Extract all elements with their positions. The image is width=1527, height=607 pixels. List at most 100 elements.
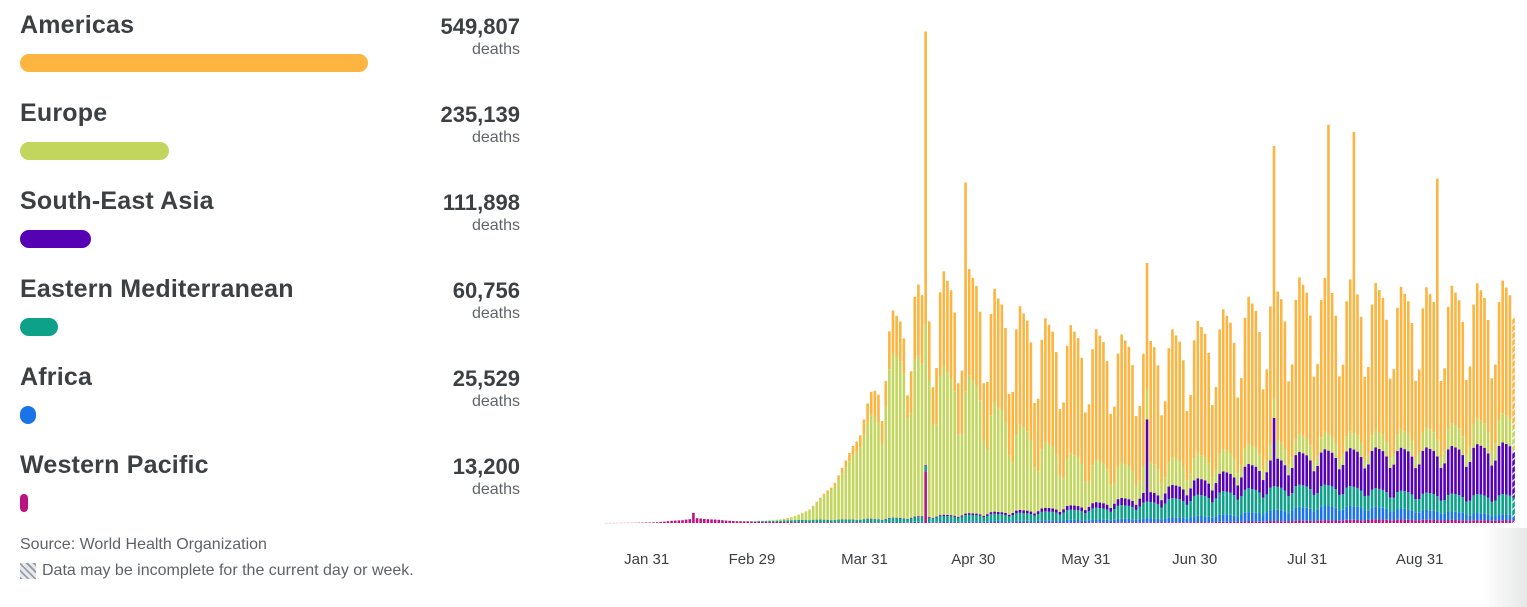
day-bar[interactable] [1312, 376, 1316, 523]
day-bar[interactable] [1399, 286, 1403, 523]
day-bar[interactable] [804, 511, 808, 523]
day-bar[interactable] [833, 482, 837, 523]
day-bar[interactable] [1494, 364, 1497, 523]
day-bar[interactable] [1352, 131, 1356, 523]
day-bar[interactable] [1439, 381, 1443, 523]
day-bar[interactable] [1163, 401, 1167, 523]
day-bar[interactable] [1029, 342, 1033, 523]
day-bar[interactable] [1327, 124, 1330, 523]
day-bar[interactable] [750, 521, 753, 523]
day-bar[interactable] [1084, 412, 1087, 523]
day-bar[interactable] [648, 522, 652, 523]
day-bar[interactable] [960, 370, 964, 523]
day-bar[interactable] [1055, 352, 1058, 523]
day-bar[interactable] [1218, 329, 1221, 523]
day-bar[interactable] [815, 501, 819, 523]
day-bar[interactable] [1265, 369, 1269, 523]
day-bar[interactable] [1345, 301, 1348, 523]
day-bar[interactable] [761, 520, 764, 523]
day-bar[interactable] [782, 518, 786, 523]
day-bar[interactable] [1468, 366, 1472, 523]
day-bar[interactable] [702, 518, 706, 523]
day-bar[interactable] [1403, 293, 1406, 523]
day-bar[interactable] [659, 521, 663, 523]
day-bar[interactable] [1283, 321, 1287, 523]
day-bar[interactable] [1436, 178, 1439, 523]
day-bar[interactable] [1454, 292, 1457, 523]
day-bar[interactable] [1236, 397, 1240, 524]
day-bar[interactable] [652, 522, 655, 523]
day-bar[interactable] [1287, 381, 1290, 523]
day-bar[interactable] [1000, 304, 1004, 523]
day-bar[interactable] [1450, 285, 1454, 523]
day-bar[interactable] [1051, 331, 1054, 523]
day-bar[interactable] [1370, 304, 1374, 523]
day-bar[interactable] [1185, 410, 1189, 523]
day-bar[interactable] [1102, 341, 1105, 523]
day-bar[interactable] [1490, 378, 1494, 523]
day-bar[interactable] [739, 521, 742, 523]
day-bar[interactable] [895, 315, 898, 523]
day-bar[interactable] [1501, 280, 1504, 523]
day-bar[interactable] [1080, 357, 1083, 523]
day-bar[interactable] [666, 521, 670, 523]
day-bar[interactable] [866, 403, 869, 523]
day-bar[interactable] [1156, 365, 1160, 523]
day-bar[interactable] [1428, 294, 1432, 523]
day-bar[interactable] [1461, 322, 1465, 523]
day-bar[interactable] [779, 519, 782, 523]
day-bar[interactable] [1015, 329, 1018, 523]
day-bar[interactable] [1396, 307, 1399, 523]
day-bar[interactable] [1323, 277, 1327, 523]
day-bar[interactable] [924, 31, 927, 523]
day-bar[interactable] [848, 453, 851, 523]
day-bar[interactable] [1388, 378, 1392, 523]
day-bar[interactable] [1341, 364, 1345, 523]
day-bar[interactable] [917, 284, 920, 523]
day-bar[interactable] [975, 286, 978, 523]
day-bar[interactable] [1076, 338, 1080, 523]
day-bar[interactable] [1254, 310, 1258, 523]
day-bar[interactable] [1229, 322, 1232, 523]
day-bar[interactable] [681, 520, 684, 523]
day-bar[interactable] [1250, 303, 1254, 523]
day-bar[interactable] [1348, 279, 1352, 523]
day-bar[interactable] [673, 520, 677, 523]
day-bar[interactable] [888, 331, 891, 523]
day-bar[interactable] [1334, 315, 1338, 523]
day-bar[interactable] [706, 519, 710, 523]
day-bar[interactable] [1483, 297, 1486, 523]
day-bar[interactable] [1269, 306, 1272, 523]
bars-layer[interactable] [605, 31, 1515, 524]
day-bar[interactable] [946, 280, 949, 523]
day-bar[interactable] [1385, 319, 1388, 523]
day-bar[interactable] [1182, 360, 1185, 523]
day-bar[interactable] [1243, 317, 1247, 523]
day-bar[interactable] [786, 518, 790, 523]
day-bar[interactable] [931, 387, 935, 523]
day-bar[interactable] [746, 521, 750, 523]
day-bar[interactable] [986, 382, 989, 523]
day-bar[interactable] [655, 522, 659, 523]
day-bar[interactable] [1131, 365, 1134, 523]
day-bar[interactable] [877, 394, 880, 523]
day-bar[interactable] [1497, 301, 1501, 523]
day-bar[interactable] [1033, 403, 1036, 523]
daily-deaths-chart-svg[interactable]: Jan 31 Feb 29 Mar 31 Apr 30 May 31 Jun 30 Jul … [600, 0, 1527, 607]
day-bar[interactable] [993, 288, 996, 523]
day-bar[interactable] [1261, 389, 1265, 523]
day-bar[interactable] [1425, 287, 1428, 523]
day-bar[interactable] [1319, 300, 1323, 523]
day-bar[interactable] [1109, 414, 1113, 523]
day-bar[interactable] [1225, 315, 1229, 523]
day-bar[interactable] [1094, 329, 1098, 523]
day-bar[interactable] [1160, 415, 1163, 523]
day-bar[interactable] [1486, 319, 1490, 523]
day-bar[interactable] [906, 395, 909, 523]
day-bar[interactable] [684, 519, 688, 523]
day-bar[interactable] [1421, 308, 1425, 523]
day-bar[interactable] [971, 277, 975, 523]
day-bar[interactable] [1356, 294, 1359, 523]
day-bar[interactable] [920, 295, 924, 523]
day-bar[interactable] [1018, 306, 1022, 523]
